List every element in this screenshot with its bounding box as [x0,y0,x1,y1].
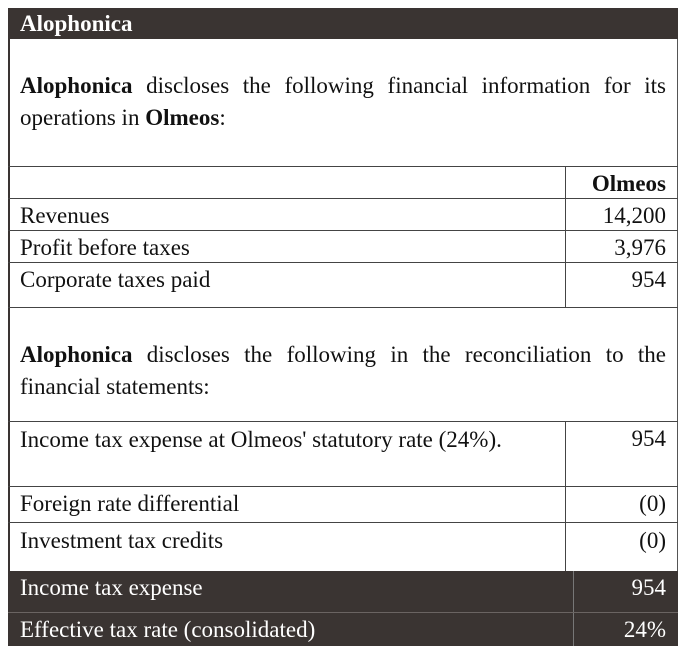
table1-row-label: Profit before taxes [20,235,190,260]
totals-block: Income tax expense 954 Effective tax rat… [8,571,678,646]
totals-divider [8,612,678,613]
table2-row-value: 954 [631,426,667,451]
reconciliation-company: Alophonica [20,342,133,367]
effective-tax-rate-label: Effective tax rate (consolidated) [20,617,316,642]
table2-row-label: Income tax expense at Olmeos' statutory … [20,427,502,452]
reconciliation-paragraph: Alophonica discloses the following in th… [20,339,666,403]
table1-row-label: Corporate taxes paid [20,267,211,292]
table1-top-border [8,166,678,167]
table1-divider [8,198,678,199]
table2-divider [8,486,678,487]
table1-row-value: 3,976 [614,235,666,260]
table2-divider [8,522,678,523]
table1-column-divider [565,166,566,307]
intro-text-a: discloses the following financial inform… [20,73,666,130]
table1-bottom-border [8,307,678,308]
table1-row-label: Revenues [20,203,110,228]
intro-text-b: : [219,105,226,130]
effective-tax-rate-value: 24% [623,617,666,642]
table2-row-label: Foreign rate differential [20,491,240,516]
table2-row-value: (0) [639,491,666,516]
table2-column-divider [565,421,566,571]
document-frame [8,8,678,646]
table2-row-value: (0) [639,528,666,553]
table1-divider [8,262,678,263]
intro-paragraph: Alophonica discloses the following finan… [20,70,666,134]
company-title: Alophonica [8,8,678,39]
table1-divider [8,230,678,231]
income-tax-expense-value: 954 [631,575,667,600]
table2-row-label: Investment tax credits [20,528,224,553]
table1-row-value: 954 [631,267,667,292]
table1-row-value: 14,200 [602,203,666,228]
totals-column-divider [573,571,574,646]
reconciliation-text: discloses the following in the reconcili… [20,342,666,399]
intro-company: Alophonica [20,73,133,98]
income-tax-expense-label: Income tax expense [20,575,203,600]
table2-top-border [8,421,678,422]
intro-country: Olmeos [145,105,220,130]
table1-column-header: Olmeos [591,171,666,196]
